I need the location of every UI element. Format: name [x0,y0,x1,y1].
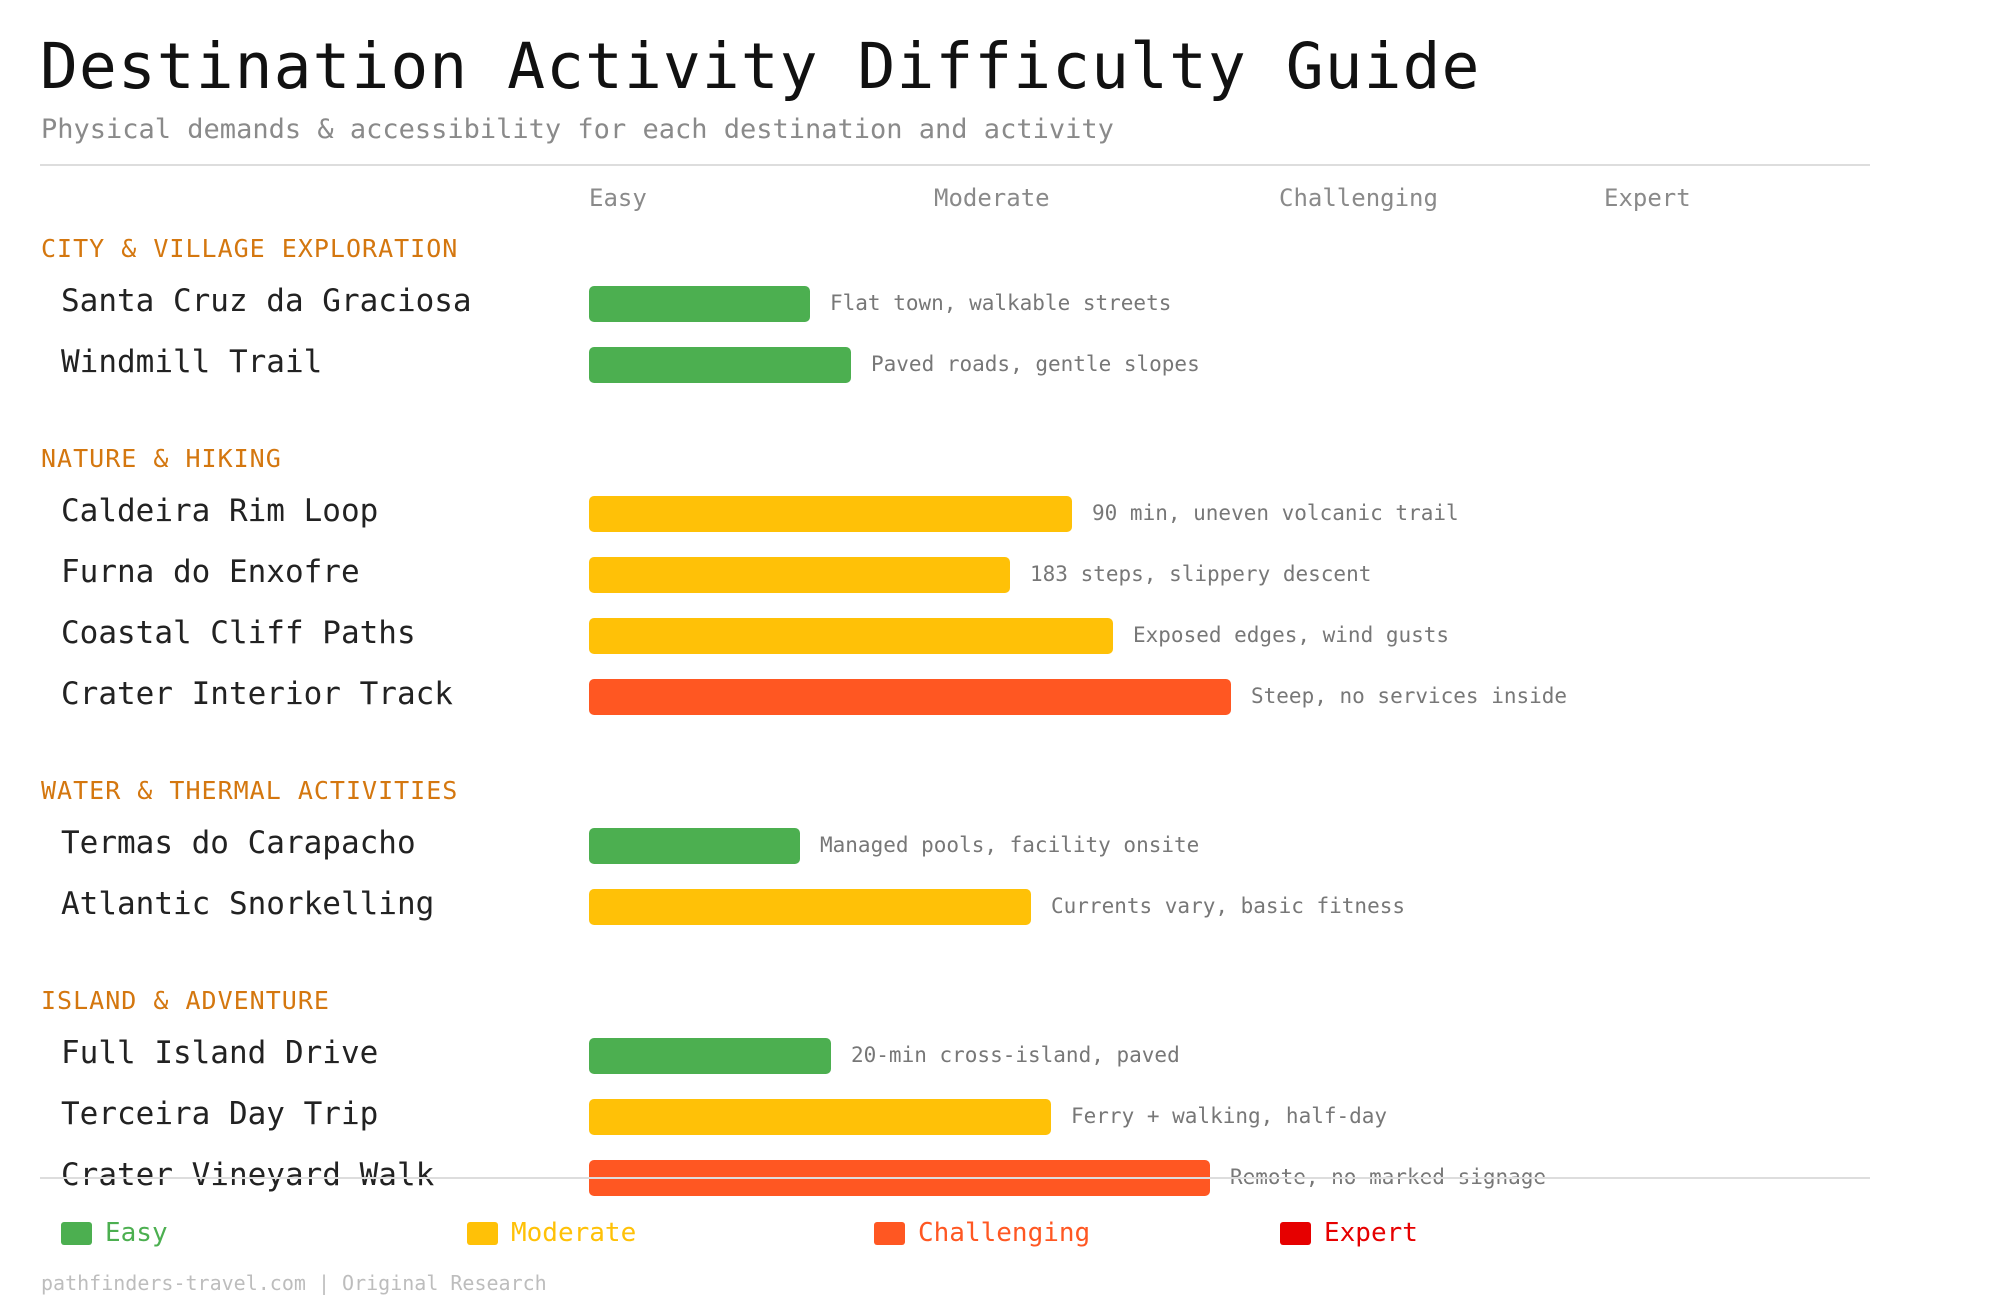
scale-label-expert: Expert [1604,184,1691,212]
scale-label-easy: Easy [589,184,647,212]
difficulty-bar [589,347,851,383]
difficulty-bar [589,828,800,864]
legend-swatch [1280,1221,1311,1245]
legend-swatch [467,1221,498,1245]
activity-label: Termas do Carapacho [61,825,416,861]
page-title: Destination Activity Difficulty Guide [40,30,1481,103]
activity-label: Terceira Day Trip [61,1096,379,1132]
top-divider [40,164,1870,166]
category-heading: ISLAND & ADVENTURE [41,986,330,1015]
page-subtitle: Physical demands & accessibility for eac… [41,114,1114,145]
activity-label: Furna do Enxofre [61,554,360,590]
bar-note: Flat town, walkable streets [830,291,1172,315]
category-heading: WATER & THERMAL ACTIVITIES [41,776,459,805]
legend-label: Moderate [511,1218,637,1248]
activity-label: Windmill Trail [61,344,323,380]
legend-swatch [874,1221,905,1245]
category-heading: NATURE & HIKING [41,444,282,473]
legend-item-challenging: Challenging [874,1218,1090,1248]
activity-label: Crater Vineyard Walk [61,1157,435,1193]
activity-label: Santa Cruz da Graciosa [61,283,472,319]
legend-label: Challenging [918,1218,1091,1248]
bar-note: Ferry + walking, half-day [1071,1104,1388,1128]
activity-label: Coastal Cliff Paths [61,615,416,651]
bar-note: Paved roads, gentle slopes [871,352,1200,376]
bar-note: 20-min cross-island, paved [851,1043,1180,1067]
difficulty-bar [589,1099,1051,1135]
difficulty-bar [589,618,1113,654]
difficulty-bar [589,889,1031,925]
legend-label: Expert [1324,1218,1418,1248]
difficulty-bar [589,496,1072,532]
footer-credit: pathfinders-travel.com | Original Resear… [41,1271,547,1295]
legend-item-easy: Easy [61,1218,168,1248]
legend-swatch [61,1221,92,1245]
difficulty-bar [589,286,810,322]
bar-note: Exposed edges, wind gusts [1133,623,1450,647]
activity-label: Atlantic Snorkelling [61,886,435,922]
bar-note: 183 steps, slippery descent [1030,562,1372,586]
category-heading: CITY & VILLAGE EXPLORATION [41,234,459,263]
legend-label: Easy [105,1218,168,1248]
scale-label-moderate: Moderate [934,184,1050,212]
difficulty-bar [589,1038,831,1074]
scale-label-challenging: Challenging [1279,184,1438,212]
bottom-divider [40,1177,1870,1179]
bar-note: 90 min, uneven volcanic trail [1092,501,1459,525]
activity-label: Full Island Drive [61,1035,379,1071]
legend-item-moderate: Moderate [467,1218,636,1248]
activity-label: Crater Interior Track [61,676,453,712]
difficulty-bar [589,679,1231,715]
difficulty-bar [589,557,1010,593]
bar-note: Managed pools, facility onsite [820,833,1200,857]
legend-item-expert: Expert [1280,1218,1418,1248]
bar-note: Steep, no services inside [1251,684,1568,708]
bar-note: Currents vary, basic fitness [1051,894,1406,918]
activity-label: Caldeira Rim Loop [61,493,379,529]
